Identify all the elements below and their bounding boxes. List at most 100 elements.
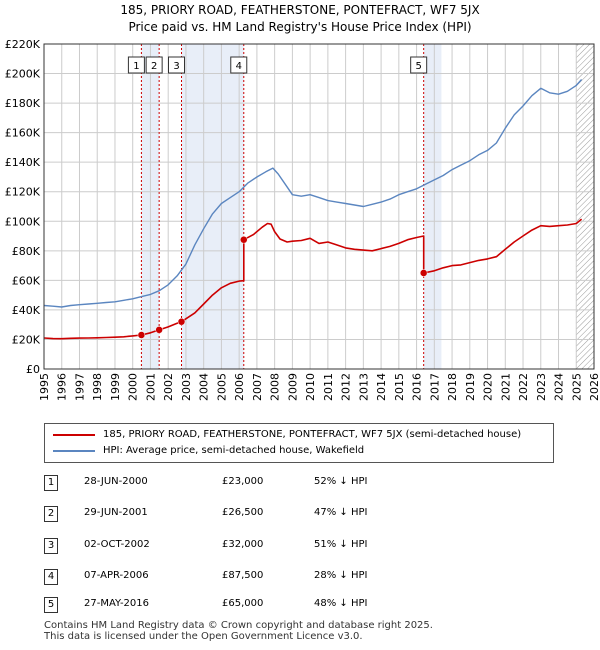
row-hpi-diff: 48% ↓ HPI	[314, 598, 368, 609]
x-tick-label: 2023	[535, 373, 548, 401]
footer-license: This data is licensed under the Open Gov…	[44, 631, 363, 642]
y-tick-label: £0	[26, 363, 40, 376]
row-price: £26,500	[222, 507, 264, 518]
sale-number-label: 3	[168, 56, 185, 74]
sale-number-text: 2	[151, 61, 157, 72]
x-tick-label: 2012	[340, 373, 353, 401]
x-tick-label: 2015	[393, 373, 406, 401]
x-tick-label: 2000	[127, 373, 140, 401]
y-tick-label: £40K	[12, 304, 41, 317]
footer-copyright: Contains HM Land Registry data © Crown c…	[44, 620, 433, 631]
legend-line-property	[53, 434, 95, 436]
sale-number-label: 1	[127, 56, 145, 74]
x-tick-label: 2016	[411, 373, 424, 401]
chart-title-address: 185, PRIORY ROAD, FEATHERSTONE, PONTEFRA…	[120, 3, 480, 17]
row-price: £87,500	[222, 570, 264, 581]
sale-number-box	[410, 56, 428, 74]
x-tick-label: 2007	[251, 373, 264, 401]
sale-number-label: 5	[410, 56, 428, 74]
x-tick-label: 2011	[322, 373, 335, 401]
x-tick-label: 1996	[56, 373, 69, 401]
sale-number-text: 3	[173, 61, 179, 72]
x-tick-label: 1995	[38, 373, 51, 401]
x-tick-label: 2010	[304, 373, 317, 401]
x-tick-label: 2001	[144, 373, 157, 401]
y-tick-label: £220K	[5, 38, 41, 51]
shaded-band	[423, 44, 442, 369]
x-tick-label: 2025	[570, 373, 583, 401]
row-hpi-diff: 51% ↓ HPI	[314, 539, 368, 550]
price-chart: 1 2 3 4 5 £0 £20K £40K £60K £80K £100K £120K £140K £…	[5, 38, 600, 401]
y-tick-label: £100K	[5, 215, 41, 228]
legend-line-hpi	[53, 450, 95, 452]
x-tick-label: 2002	[162, 373, 175, 401]
y-tick-label: £20K	[12, 333, 41, 346]
x-tick-label: 2019	[464, 373, 477, 401]
property-price-line	[43, 218, 583, 340]
x-tick-label: 2024	[553, 373, 566, 401]
table-row: 2 29-JUN-2001 £26,500 47% ↓ HPI	[0, 503, 600, 523]
hpi-line	[43, 79, 583, 308]
x-tick-label: 2013	[357, 373, 370, 401]
row-hpi-diff: 47% ↓ HPI	[314, 507, 368, 518]
shaded-band	[181, 44, 244, 369]
sale-point-marker	[177, 317, 186, 326]
x-tick-label: 2018	[446, 373, 459, 401]
sale-number-box	[230, 56, 248, 74]
x-tick-label: 2004	[198, 373, 211, 401]
row-price: £32,000	[222, 539, 264, 550]
x-tick-label: 1997	[73, 373, 86, 401]
row-number: 3	[44, 538, 58, 554]
y-tick-label: £120K	[5, 186, 41, 199]
plot-frame	[43, 43, 595, 370]
row-number: 4	[44, 569, 58, 585]
x-tick-label: 2020	[482, 373, 495, 401]
row-date: 29-JUN-2001	[84, 507, 148, 518]
row-date: 28-JUN-2000	[84, 476, 148, 487]
sale-number-text: 4	[236, 61, 242, 72]
x-tick-label: 2014	[375, 373, 388, 401]
row-number: 2	[44, 506, 58, 522]
x-tick-label: 2006	[233, 373, 246, 401]
y-tick-label: £140K	[5, 156, 41, 169]
x-tick-label: 1999	[109, 373, 122, 401]
chart-title-subtitle: Price paid vs. HM Land Registry's House …	[128, 20, 472, 34]
sale-point-marker	[240, 235, 248, 244]
legend: 185, PRIORY ROAD, FEATHERSTONE, PONTEFRA…	[44, 423, 554, 463]
y-tick-label: £80K	[12, 245, 41, 258]
sale-number-text: 1	[133, 61, 139, 72]
sale-number-box	[145, 56, 163, 74]
y-tick-label: £60K	[12, 274, 41, 287]
y-tick-label: £160K	[5, 127, 41, 140]
x-tick-label: 1998	[91, 373, 104, 401]
x-tick-label: 2008	[269, 373, 282, 401]
legend-label-hpi: HPI: Average price, semi-detached house,…	[103, 445, 365, 456]
sale-point-marker	[419, 269, 428, 277]
table-row: 5 27-MAY-2016 £65,000 48% ↓ HPI	[0, 594, 600, 614]
sale-point-marker	[137, 331, 146, 339]
row-number: 5	[44, 597, 58, 613]
sale-number-label: 4	[230, 56, 248, 74]
row-number: 1	[44, 475, 58, 491]
table-row: 3 02-OCT-2002 £32,000 51% ↓ HPI	[0, 535, 600, 555]
hatched-forecast-region	[576, 44, 594, 369]
x-tick-label: 2003	[180, 373, 193, 401]
x-tick-label: 2005	[215, 373, 228, 401]
row-hpi-diff: 28% ↓ HPI	[314, 570, 368, 581]
row-date: 07-APR-2006	[84, 570, 149, 581]
x-tick-label: 2022	[517, 373, 530, 401]
y-tick-label: £200K	[5, 68, 41, 81]
sale-number-label: 2	[145, 56, 163, 74]
row-price: £23,000	[222, 476, 264, 487]
row-date: 02-OCT-2002	[84, 539, 150, 550]
table-row: 1 28-JUN-2000 £23,000 52% ↓ HPI	[0, 472, 600, 492]
sale-number-box	[168, 56, 185, 74]
sale-number-box	[127, 56, 145, 74]
x-tick-label: 2017	[428, 373, 441, 401]
x-tick-label: 2009	[286, 373, 299, 401]
row-price: £65,000	[222, 598, 264, 609]
sale-number-text: 5	[415, 61, 421, 72]
x-tick-label: 2021	[499, 373, 512, 401]
legend-label-property: 185, PRIORY ROAD, FEATHERSTONE, PONTEFRA…	[103, 429, 522, 440]
sale-point-marker	[155, 326, 163, 334]
